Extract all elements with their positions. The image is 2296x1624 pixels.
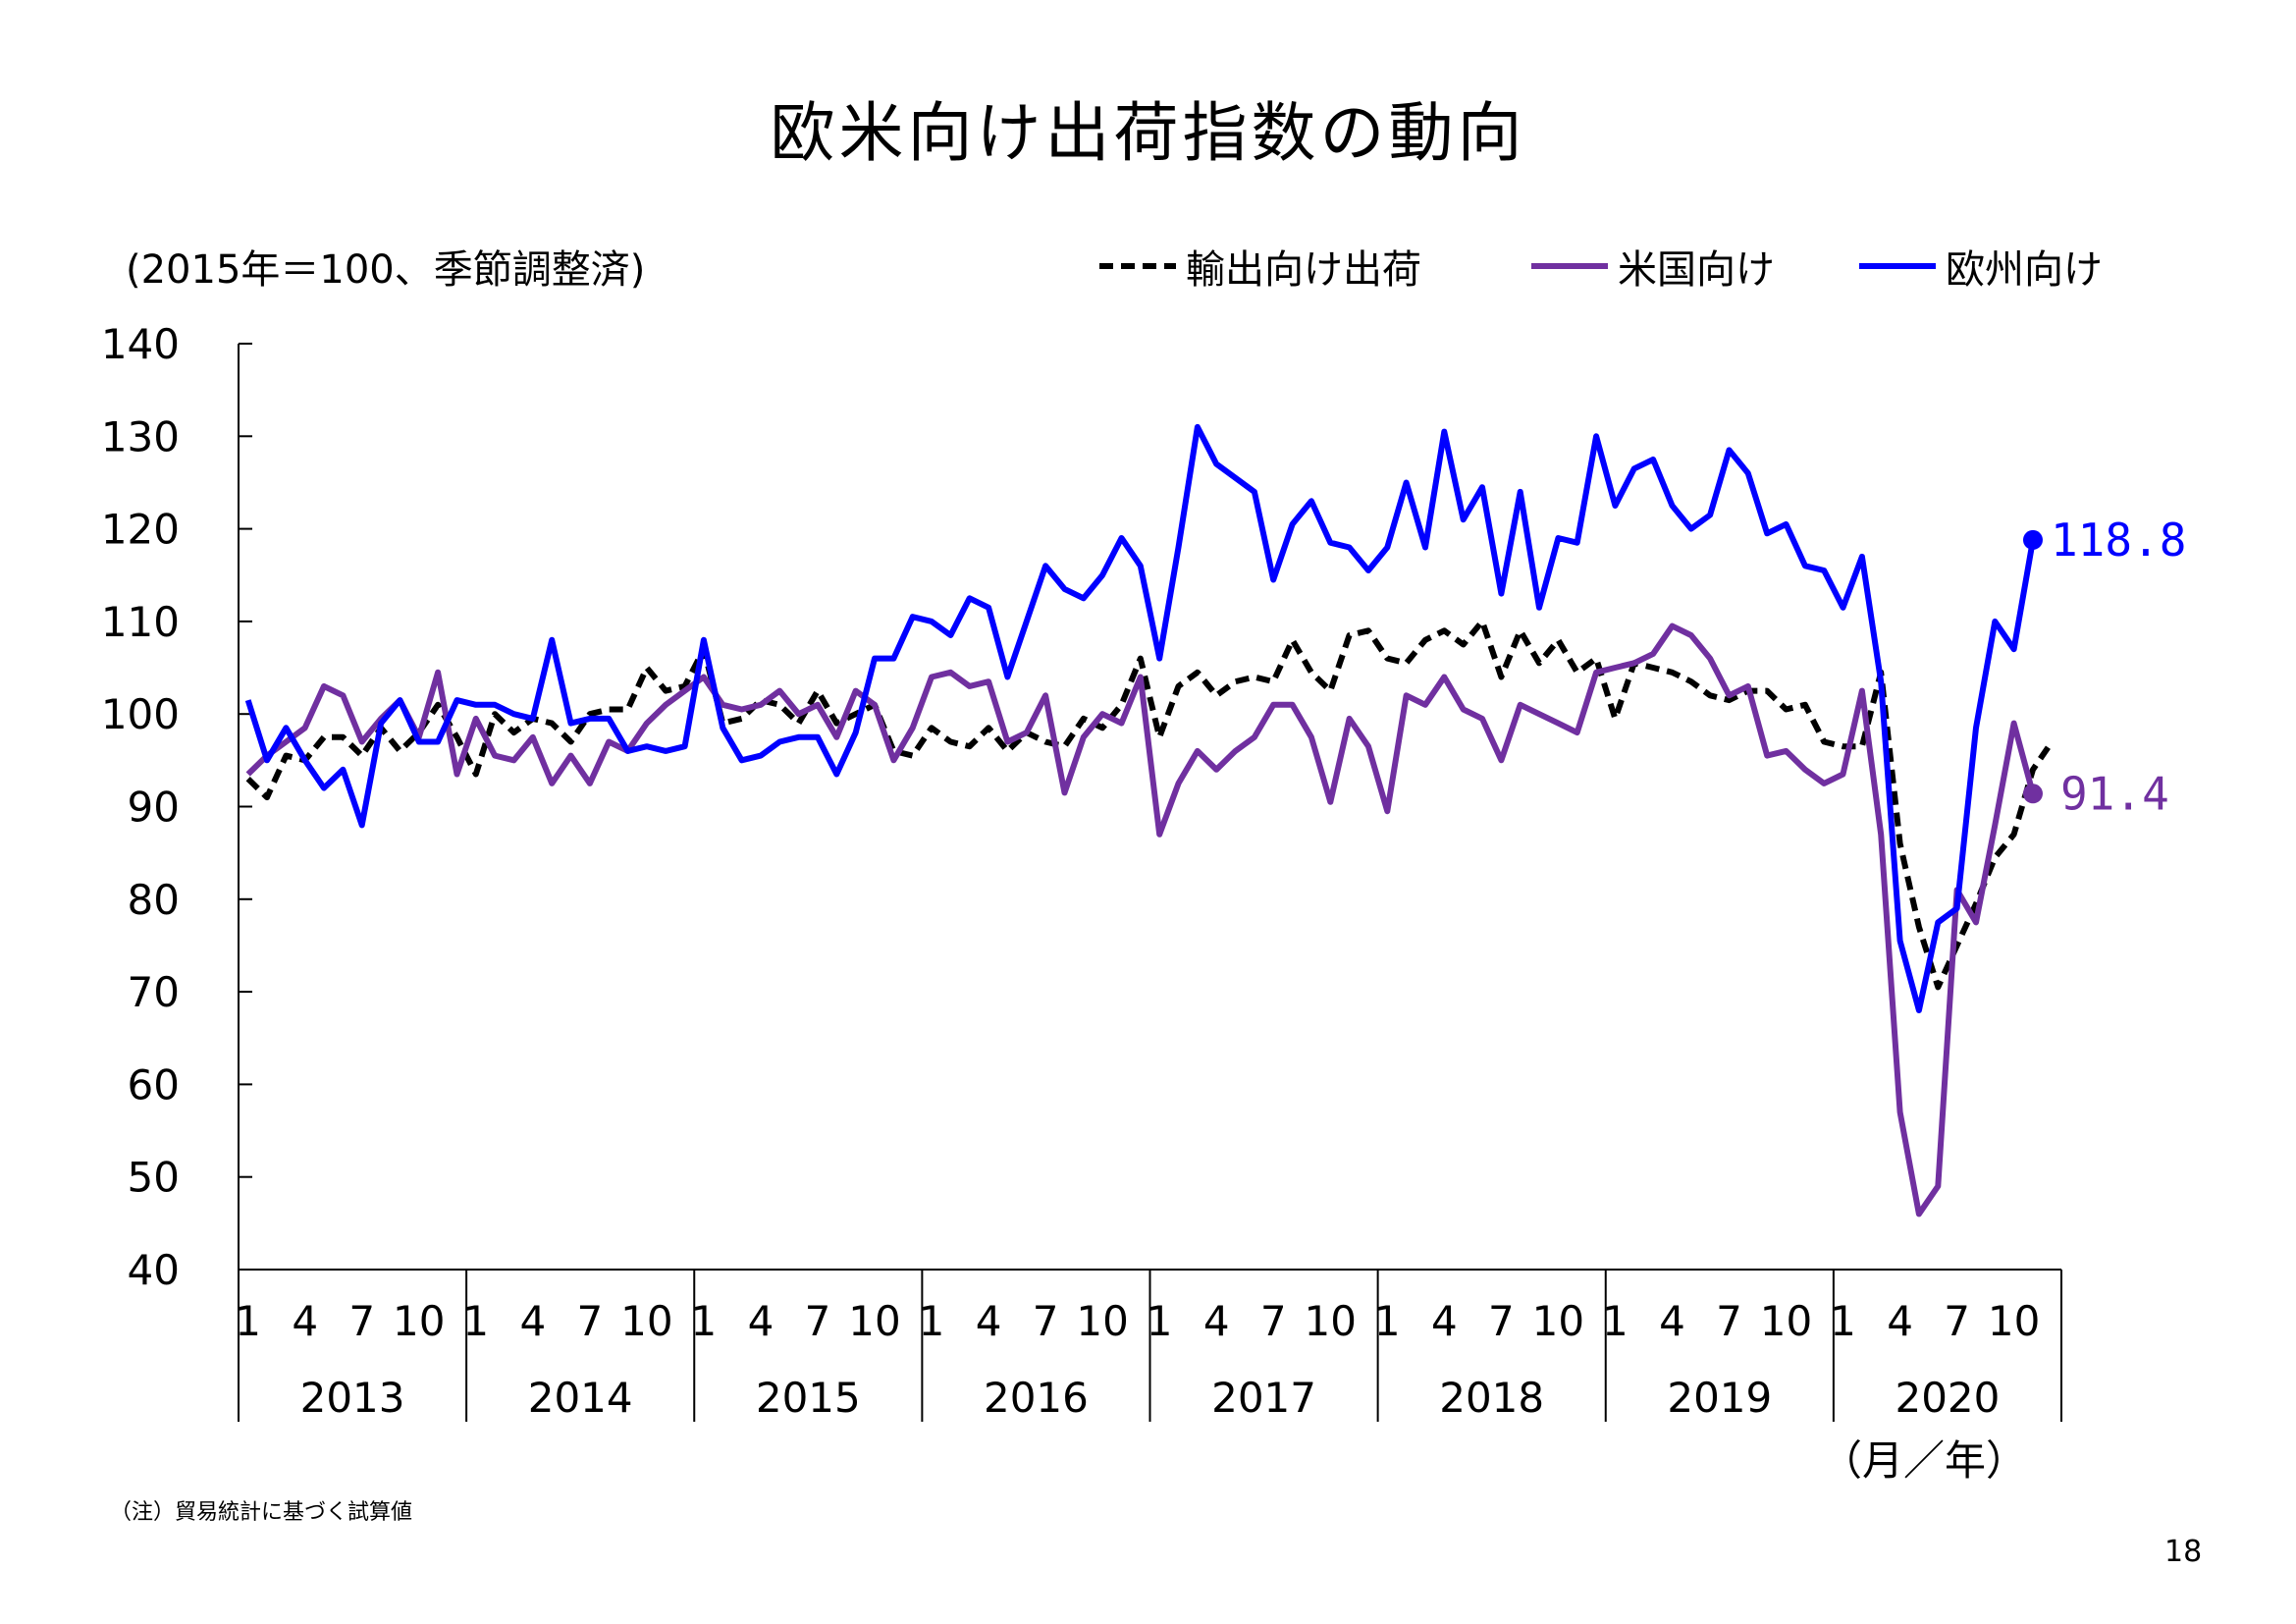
legend-item-export: 輸出向け出荷 xyxy=(1097,238,1421,295)
x-year-label: 2015 xyxy=(756,1374,861,1422)
x-month-label: 4 xyxy=(519,1297,546,1345)
legend-label-export: 輸出向け出荷 xyxy=(1186,247,1421,293)
x-year-label: 2016 xyxy=(984,1374,1089,1422)
y-tick-label: 130 xyxy=(101,412,180,460)
chart-title: 欧米向け出荷指数の動向 xyxy=(770,95,1526,171)
x-month-label: 7 xyxy=(348,1297,375,1345)
y-tick-label: 140 xyxy=(101,320,180,368)
y-tick-label: 40 xyxy=(128,1246,180,1294)
x-month-label: 10 xyxy=(620,1297,672,1345)
x-month-label: 4 xyxy=(1887,1297,1913,1345)
y-tick-label: 60 xyxy=(128,1060,180,1109)
x-year-label: 2014 xyxy=(528,1374,633,1422)
x-axis-unit-label: （月／年） xyxy=(1821,1436,2027,1485)
eu-end-label: 118.8 xyxy=(2051,514,2186,567)
series-line-export xyxy=(245,618,2055,991)
x-month-label: 10 xyxy=(1988,1297,2040,1345)
x-month-label: 10 xyxy=(1760,1297,1812,1345)
x-month-label: 4 xyxy=(1203,1297,1230,1345)
y-tick-label: 120 xyxy=(101,506,180,554)
x-month-label: 7 xyxy=(805,1297,831,1345)
x-year-label: 2013 xyxy=(300,1374,405,1422)
x-month-label: 10 xyxy=(1532,1297,1584,1345)
x-year-label: 2019 xyxy=(1667,1374,1772,1422)
y-tick-label: 70 xyxy=(128,968,180,1016)
legend-label-eu: 欧州向け xyxy=(1946,247,2103,293)
x-month-label: 1 xyxy=(462,1297,489,1345)
y-tick-label: 80 xyxy=(128,876,180,924)
x-year-label: 2018 xyxy=(1439,1374,1544,1422)
legend-item-eu: 欧州向け xyxy=(1857,238,2103,295)
us-end-label: 91.4 xyxy=(2060,767,2169,820)
x-year-label: 2017 xyxy=(1211,1374,1316,1422)
x-month-label: 10 xyxy=(1305,1297,1357,1345)
x-month-label: 4 xyxy=(976,1297,1002,1345)
page-number: 18 xyxy=(2164,1535,2203,1569)
x-month-label: 10 xyxy=(848,1297,900,1345)
x-month-label: 7 xyxy=(1716,1297,1742,1345)
x-month-label: 7 xyxy=(1260,1297,1287,1345)
eu-end-marker xyxy=(2022,529,2043,550)
x-month-label: 1 xyxy=(1374,1297,1401,1345)
x-month-label: 1 xyxy=(1147,1297,1173,1345)
legend-item-us: 米国向け xyxy=(1529,238,1775,295)
legend-swatch-eu xyxy=(1859,263,1936,269)
x-month-label: 10 xyxy=(393,1297,445,1345)
y-tick-label: 50 xyxy=(128,1154,180,1202)
x-month-label: 10 xyxy=(1076,1297,1128,1345)
legend-label-us: 米国向け xyxy=(1618,247,1775,293)
x-month-label: 4 xyxy=(1431,1297,1458,1345)
legend-swatch-export xyxy=(1099,263,1176,269)
x-month-label: 7 xyxy=(1944,1297,1970,1345)
x-month-label: 4 xyxy=(748,1297,774,1345)
x-month-label: 7 xyxy=(576,1297,603,1345)
us-end-marker xyxy=(2022,784,2043,804)
series-line-eu xyxy=(244,423,2036,1013)
legend-swatch-us xyxy=(1531,263,1608,269)
y-tick-label: 100 xyxy=(101,690,180,738)
x-month-label: 4 xyxy=(292,1297,318,1345)
x-month-label: 1 xyxy=(691,1297,718,1345)
y-tick-label: 90 xyxy=(128,784,180,832)
x-month-label: 1 xyxy=(1830,1297,1856,1345)
x-year-label: 2020 xyxy=(1895,1374,2000,1422)
x-month-label: 4 xyxy=(1659,1297,1685,1345)
y-tick-label: 110 xyxy=(101,598,180,646)
series-line-us xyxy=(245,623,2036,1218)
x-month-label: 1 xyxy=(235,1297,261,1345)
x-month-label: 7 xyxy=(1488,1297,1515,1345)
x-month-label: 1 xyxy=(919,1297,945,1345)
x-month-label: 7 xyxy=(1033,1297,1059,1345)
footnote: （注）貿易統計に基づく試算値 xyxy=(110,1500,413,1525)
x-month-label: 1 xyxy=(1602,1297,1629,1345)
y-unit-note: (2015年＝100、季節調整済) xyxy=(126,247,646,293)
